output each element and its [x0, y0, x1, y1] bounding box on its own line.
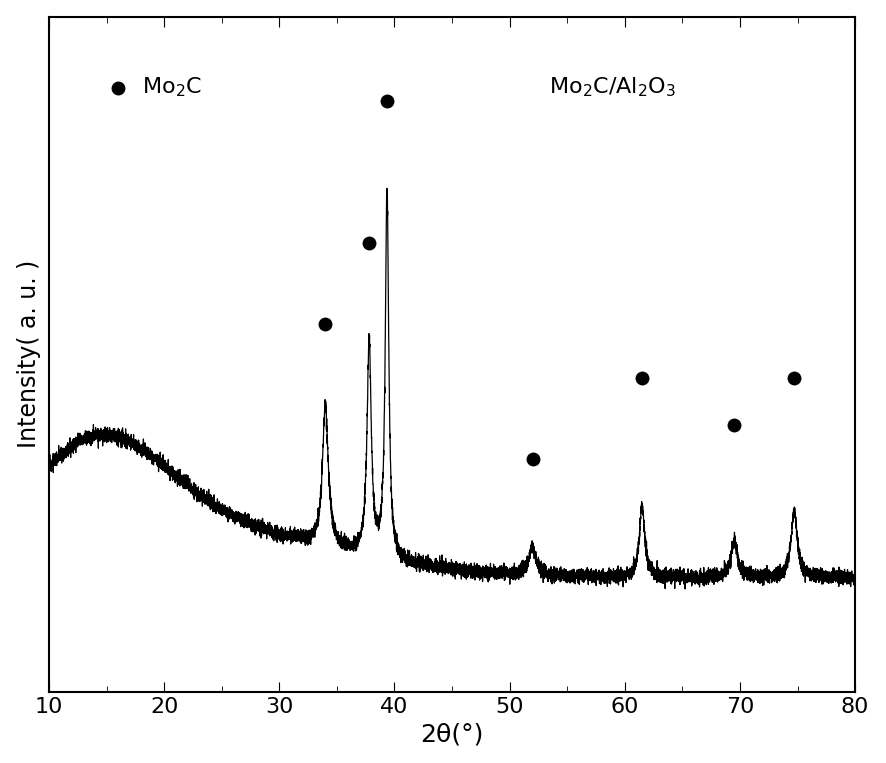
Y-axis label: Intensity( a. u. ): Intensity( a. u. ) [17, 260, 41, 449]
Text: Mo$_2$C: Mo$_2$C [142, 76, 201, 99]
X-axis label: 2θ(°): 2θ(°) [420, 723, 484, 746]
Text: Mo$_2$C/Al$_2$O$_3$: Mo$_2$C/Al$_2$O$_3$ [548, 76, 676, 99]
